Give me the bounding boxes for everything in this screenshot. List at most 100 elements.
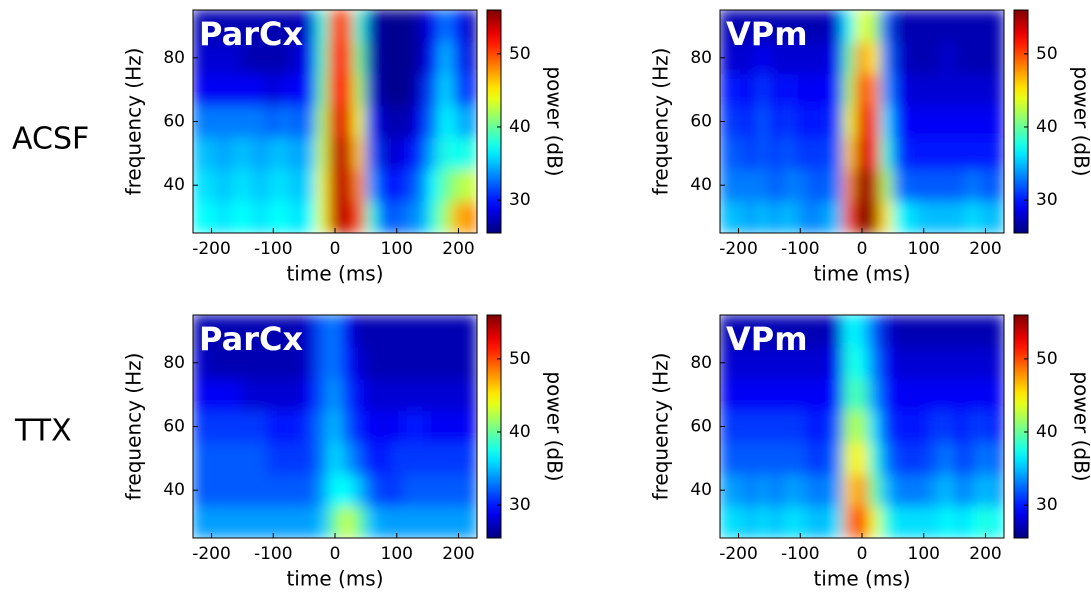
colorbar-tick-label: 40	[1036, 422, 1058, 442]
heat-cell	[769, 474, 782, 507]
colorbar-tick-label: 30	[1036, 190, 1058, 210]
heat-cell	[341, 346, 354, 379]
heat-cell	[880, 346, 893, 379]
heat-cell	[291, 378, 304, 411]
heat-cell	[316, 346, 329, 379]
heat-cell	[917, 474, 930, 507]
heat-cell	[205, 410, 218, 443]
heat-cell	[415, 378, 428, 411]
heat-cell	[452, 474, 465, 507]
heat-cell	[378, 474, 391, 507]
heat-cell	[217, 105, 230, 138]
heat-cell	[390, 410, 403, 443]
heat-cell	[966, 315, 979, 348]
heat-cell	[929, 169, 942, 202]
heat-cell	[390, 10, 403, 43]
heat-cell	[905, 410, 918, 443]
heat-cell	[942, 346, 955, 379]
heat-cell	[439, 442, 452, 475]
heat-cell	[905, 346, 918, 379]
heat-cell	[217, 474, 230, 507]
heat-cell	[316, 137, 329, 170]
heat-cell	[781, 506, 794, 539]
heat-cell	[868, 378, 881, 411]
heat-cell	[843, 201, 856, 234]
heat-cell	[868, 10, 881, 43]
heat-cell	[378, 201, 391, 234]
panel-title: ParCx	[199, 320, 303, 358]
colorbar-tick-label: 30	[509, 190, 531, 210]
heat-cell	[291, 105, 304, 138]
heat-cell	[390, 474, 403, 507]
heat-cell	[769, 105, 782, 138]
y-tick-label: 40	[163, 175, 185, 195]
heat-cell	[757, 201, 770, 234]
heat-cell	[781, 169, 794, 202]
x-tick-label: 200	[969, 544, 1001, 564]
heat-cell	[991, 73, 1004, 106]
heat-cell	[917, 137, 930, 170]
heat-cell	[769, 378, 782, 411]
heat-cell	[304, 410, 317, 443]
heat-cell	[744, 73, 757, 106]
panel-title: VPm	[726, 15, 808, 53]
heat-cell	[843, 410, 856, 443]
heat-cell	[855, 442, 868, 475]
heat-cell	[831, 410, 844, 443]
heat-cell	[831, 474, 844, 507]
heat-cell	[415, 41, 428, 74]
heat-cell	[917, 41, 930, 74]
heat-cell	[242, 73, 255, 106]
heat-cell	[353, 105, 366, 138]
heat-cell	[230, 506, 243, 539]
heat-cell	[464, 474, 477, 507]
x-tick-label: 0	[857, 544, 868, 564]
heat-cell	[892, 105, 905, 138]
heat-cell	[769, 506, 782, 539]
heat-cell	[415, 73, 428, 106]
heat-cell	[806, 73, 819, 106]
heat-cell	[304, 346, 317, 379]
heat-cell	[991, 506, 1004, 539]
heat-cell	[781, 378, 794, 411]
heat-cell	[439, 169, 452, 202]
heat-cell	[279, 378, 292, 411]
heat-cell	[818, 10, 831, 43]
heat-cell	[868, 442, 881, 475]
heat-cell	[390, 137, 403, 170]
heat-cell	[452, 442, 465, 475]
heat-cell	[905, 442, 918, 475]
heat-cell	[979, 442, 992, 475]
x-tick-label: 0	[330, 544, 341, 564]
heat-cell	[806, 506, 819, 539]
heat-cell	[843, 378, 856, 411]
x-axis-label: time (ms)	[813, 567, 910, 591]
heat-cell	[966, 474, 979, 507]
heat-cell	[880, 105, 893, 138]
colorbar-label: power (dB)	[1070, 66, 1091, 176]
heat-cell	[353, 201, 366, 234]
heat-cell	[316, 201, 329, 234]
panel-title: ParCx	[199, 15, 303, 53]
heat-cell	[415, 10, 428, 43]
heat-cell	[205, 442, 218, 475]
heat-cell	[757, 105, 770, 138]
heat-cell	[402, 410, 415, 443]
heat-cell	[230, 378, 243, 411]
heat-cell	[744, 169, 757, 202]
heat-cell	[217, 201, 230, 234]
heat-cell	[831, 73, 844, 106]
heat-cell	[880, 169, 893, 202]
heat-cell	[427, 410, 440, 443]
heat-cell	[427, 315, 440, 348]
heat-cell	[843, 10, 856, 43]
heat-cell	[831, 201, 844, 234]
heat-cell	[365, 10, 378, 43]
heat-cell	[818, 73, 831, 106]
heat-cell	[720, 378, 733, 411]
heat-cell	[291, 442, 304, 475]
heat-cell	[868, 73, 881, 106]
heat-cell	[917, 378, 930, 411]
heat-cell	[316, 169, 329, 202]
heat-cell	[365, 378, 378, 411]
